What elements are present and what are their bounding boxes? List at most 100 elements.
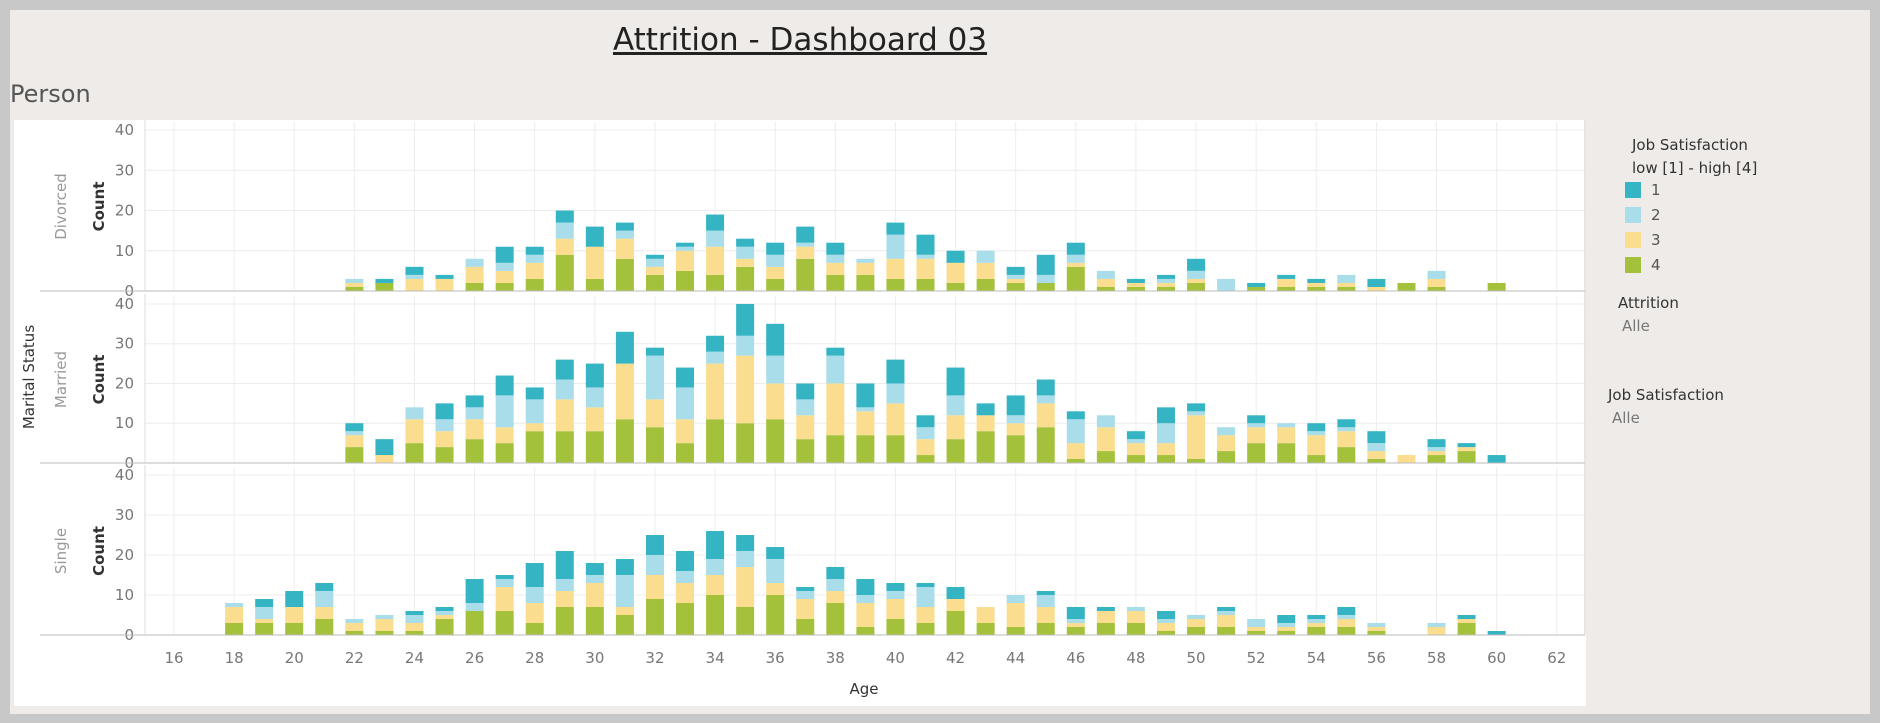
bar-segment <box>826 435 844 463</box>
bar-segment <box>586 227 604 247</box>
bar-segment <box>1007 595 1025 603</box>
filter-value[interactable]: Alle <box>1622 317 1650 335</box>
bar-segment <box>1067 443 1085 459</box>
bar-segment <box>1367 287 1385 291</box>
bar-segment <box>405 419 423 443</box>
bar-segment <box>947 283 965 291</box>
bar-segment <box>375 631 393 635</box>
bar-segment <box>466 419 484 439</box>
legend-item[interactable]: 3 <box>1625 231 1661 249</box>
bar-segment <box>466 603 484 611</box>
bar-segment <box>405 611 423 615</box>
bar-segment <box>405 443 423 463</box>
bar-segment <box>1217 279 1235 291</box>
bar-segment <box>436 403 454 419</box>
bar-segment <box>917 439 935 455</box>
bar-segment <box>1488 631 1506 635</box>
bar-segment <box>676 551 694 571</box>
bar-segment <box>345 431 363 435</box>
bar-segment <box>1307 423 1325 431</box>
legend-item[interactable]: 4 <box>1625 256 1661 274</box>
bar-segment <box>1367 443 1385 451</box>
bar-segment <box>947 395 965 415</box>
bar-segment <box>345 435 363 447</box>
bar-segment <box>526 399 544 423</box>
bar-segment <box>1428 279 1446 287</box>
x-tick-label: 34 <box>706 649 725 667</box>
bar-segment <box>947 251 965 263</box>
bar-segment <box>766 383 784 419</box>
bar-segment <box>1187 459 1205 463</box>
bar-segment <box>706 231 724 247</box>
bar-segment <box>1217 451 1235 463</box>
bar-segment <box>405 615 423 623</box>
bar-segment <box>947 587 965 599</box>
bar-segment <box>676 251 694 271</box>
bar-segment <box>1187 411 1205 415</box>
bar-segment <box>1007 423 1025 435</box>
bar-segment <box>977 607 995 623</box>
bar-segment <box>796 399 814 415</box>
bar-segment <box>405 631 423 635</box>
bar-segment <box>826 255 844 263</box>
bar-segment <box>766 324 784 356</box>
bar-segment <box>1097 623 1115 635</box>
bar-segment <box>436 419 454 431</box>
bar-segment <box>1277 427 1295 443</box>
bar-segment <box>1007 283 1025 291</box>
bar-segment <box>586 583 604 607</box>
bar-segment <box>1187 619 1205 627</box>
x-tick-label: 44 <box>1006 649 1025 667</box>
bar-segment <box>1337 619 1355 627</box>
x-tick-label: 58 <box>1427 649 1446 667</box>
bar-segment <box>1037 623 1055 635</box>
bar-segment <box>1337 283 1355 287</box>
bar-segment <box>345 287 363 291</box>
bar-segment <box>1247 627 1265 631</box>
bar-segment <box>706 247 724 275</box>
bar-segment <box>1187 403 1205 411</box>
bar-segment <box>886 583 904 591</box>
bar-segment <box>676 583 694 603</box>
bar-segment <box>466 579 484 603</box>
bar-segment <box>1247 427 1265 443</box>
legend-title: Job Satisfaction <box>1632 136 1748 154</box>
filter-value[interactable]: Alle <box>1612 409 1640 427</box>
x-tick-label: 60 <box>1487 649 1506 667</box>
legend-label: 1 <box>1651 181 1661 199</box>
bar-segment <box>736 336 754 356</box>
bar-segment <box>466 267 484 283</box>
x-tick-label: 62 <box>1547 649 1566 667</box>
bar-segment <box>646 599 664 635</box>
bar-segment <box>886 403 904 435</box>
bar-segment <box>706 575 724 595</box>
bar-segment <box>345 619 363 623</box>
bar-segment <box>526 431 544 463</box>
x-tick-label: 20 <box>285 649 304 667</box>
bar-segment <box>586 247 604 279</box>
bar-segment <box>1187 615 1205 619</box>
bar-segment <box>616 575 634 607</box>
bar-segment <box>1307 287 1325 291</box>
bar-segment <box>1428 287 1446 291</box>
legend-item[interactable]: 1 <box>1625 181 1661 199</box>
bar-segment <box>496 443 514 463</box>
bar-segment <box>1217 615 1235 627</box>
bar-segment <box>1157 287 1175 291</box>
bar-segment <box>1367 279 1385 287</box>
legend-item[interactable]: 2 <box>1625 206 1661 224</box>
bar-segment <box>616 239 634 259</box>
bar-segment <box>255 623 273 635</box>
bar-segment <box>315 607 333 619</box>
bar-segment <box>1127 439 1145 443</box>
bar-segment <box>1007 415 1025 423</box>
bar-segment <box>1187 279 1205 283</box>
bar-segment <box>255 599 273 607</box>
bar-segment <box>616 615 634 635</box>
y-tick-label: 30 <box>115 506 134 524</box>
bar-segment <box>1428 271 1446 279</box>
bar-segment <box>586 607 604 635</box>
bar-segment <box>1007 279 1025 283</box>
bar-segment <box>496 587 514 611</box>
bar-segment <box>1277 623 1295 627</box>
